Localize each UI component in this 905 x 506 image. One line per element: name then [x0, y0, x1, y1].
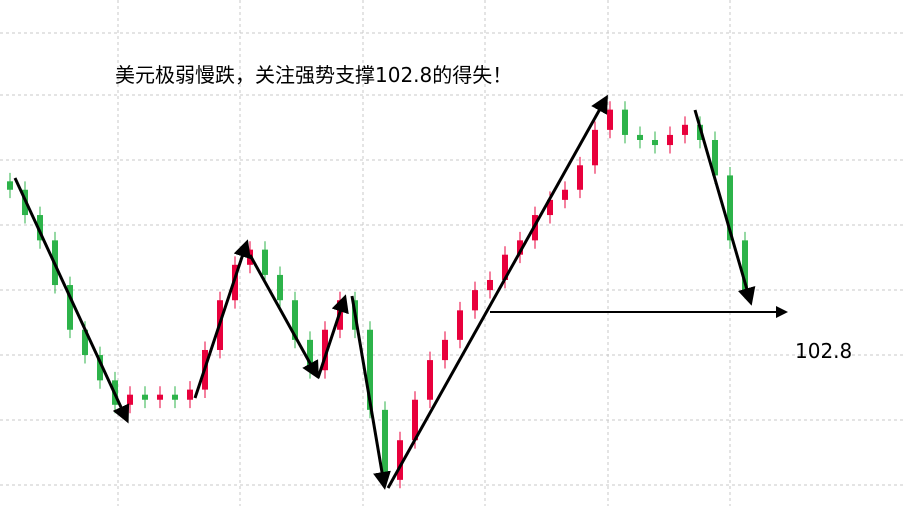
- candle-body: [592, 129, 598, 166]
- candle-body: [82, 329, 88, 356]
- candle-body: [622, 109, 628, 135]
- candle-body: [262, 249, 268, 275]
- trend-arrows: [13, 94, 756, 490]
- candle-body: [742, 240, 748, 291]
- candle-body: [652, 139, 658, 146]
- candle-body: [277, 274, 283, 301]
- candle-body: [502, 254, 508, 280]
- candle-body: [472, 290, 478, 311]
- level-label: 102.8: [795, 339, 852, 363]
- trend-arrow: [316, 294, 349, 379]
- trend-arrow: [13, 177, 130, 424]
- candle-body: [172, 394, 178, 400]
- candle-body: [127, 394, 133, 405]
- candle-body: [547, 199, 553, 216]
- candle-body: [442, 339, 448, 361]
- candle-body: [142, 394, 148, 400]
- candle-body: [712, 139, 718, 176]
- trend-arrow: [350, 295, 391, 490]
- candle-body: [307, 339, 313, 371]
- candle-body: [97, 355, 103, 381]
- candle-body: [727, 175, 733, 241]
- candle-body: [67, 285, 73, 330]
- candle-body: [397, 440, 403, 480]
- trend-arrow: [386, 94, 608, 489]
- candle-body: [157, 394, 163, 400]
- candle-body: [382, 409, 388, 480]
- candle-body: [187, 389, 193, 400]
- chart-title: 美元极弱慢跌，关注强势支撑102.8的得失！: [115, 63, 512, 87]
- candle-body: [577, 165, 583, 190]
- candle-body: [517, 240, 523, 255]
- candle-body: [607, 109, 613, 130]
- candle-body: [637, 134, 643, 140]
- trend-arrow: [193, 239, 251, 399]
- trend-arrow: [248, 254, 319, 380]
- candle-body: [322, 329, 328, 371]
- candle-body: [427, 360, 433, 400]
- candle-body: [682, 124, 688, 135]
- candle-body: [487, 279, 493, 291]
- candle-body: [562, 189, 568, 200]
- candle-body: [7, 181, 13, 190]
- candle-body: [457, 310, 463, 340]
- candle-body: [667, 134, 673, 146]
- trend-arrow: [693, 109, 756, 306]
- candle-body: [412, 399, 418, 441]
- candle-body: [292, 300, 298, 340]
- candle-body: [37, 215, 43, 241]
- candle-body: [367, 329, 373, 410]
